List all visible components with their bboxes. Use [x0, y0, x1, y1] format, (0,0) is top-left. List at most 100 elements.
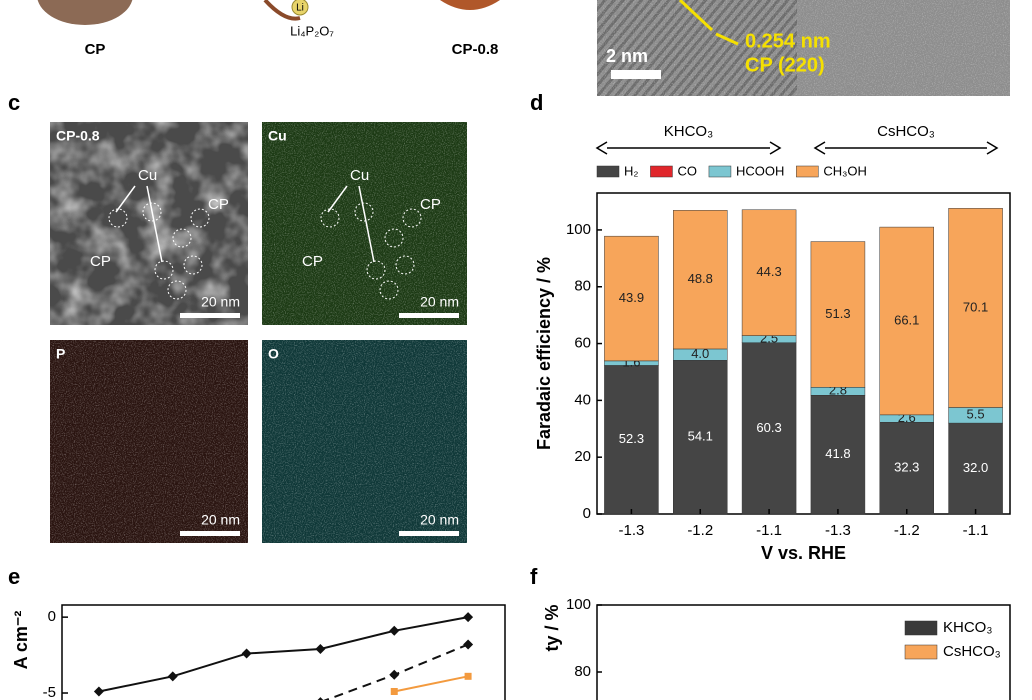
map-texture [262, 122, 467, 325]
scale-label: 20 nm [201, 512, 240, 528]
scale-label: 2 nm [606, 46, 648, 66]
bar-segment [673, 210, 728, 350]
group-label: KHCO₃ [664, 123, 713, 140]
legend-swatch [904, 620, 938, 636]
y-axis-label: A cm⁻² [11, 611, 31, 670]
cp08-label: CP-0.8 [452, 41, 499, 58]
legend-label: CsHCO₃ [943, 643, 1001, 660]
legend-swatch [596, 165, 620, 178]
x-tick-label: -1.2 [894, 522, 920, 539]
line [394, 675, 469, 693]
particle-outline [395, 255, 415, 275]
arrow [715, 32, 739, 46]
bar-segment [741, 342, 797, 515]
y-axis-label: ty / % [542, 604, 562, 651]
legend-label: CO [677, 163, 697, 178]
li4p2o7-label: Li₄P₂O₇ [290, 23, 334, 38]
data-label: 51.3 [825, 306, 850, 321]
legend-label: H₂ [624, 163, 638, 178]
li-label: Li [296, 3, 304, 14]
particle-outline [320, 208, 340, 228]
pointer [115, 185, 136, 213]
annotation: Cu [350, 167, 369, 184]
particle-outline [108, 208, 128, 228]
pointer [327, 185, 348, 213]
particle-outline [154, 260, 174, 280]
y-tick-label: 80 [574, 278, 591, 295]
map-texture [50, 340, 248, 543]
particle-outline [354, 202, 374, 222]
plane-label: CP (220) [745, 54, 825, 76]
marker [463, 639, 474, 650]
pointer [358, 185, 375, 263]
legend-label: KHCO₃ [943, 619, 992, 636]
particle-outline [402, 208, 422, 228]
marker [390, 687, 398, 695]
legend-swatch [904, 644, 938, 660]
marker [464, 672, 472, 680]
x-tick-label: -1.1 [963, 522, 989, 539]
annotation: CP [208, 196, 229, 213]
group-arrow [813, 141, 999, 155]
annotation: Cu [138, 167, 157, 184]
line [98, 616, 469, 693]
particle [37, 0, 133, 25]
x-axis-label: V vs. RHE [761, 543, 846, 563]
scale-bar [611, 70, 661, 79]
particle-outline [384, 228, 404, 248]
annotation: CP [302, 253, 323, 270]
cp-label: CP [85, 41, 106, 58]
tem-noise [597, 0, 1010, 96]
marker [167, 671, 178, 682]
y-tick-label: 100 [566, 596, 591, 613]
axis-frame [61, 604, 506, 700]
scale-bar [399, 313, 459, 318]
data-label: 48.8 [688, 271, 713, 286]
legend-label: HCOOH [736, 163, 784, 178]
annotation: CP [90, 253, 111, 270]
panel-letter: f [530, 564, 538, 589]
legend-swatch [650, 165, 673, 178]
data-label: 66.1 [894, 312, 919, 327]
particle-outline [172, 228, 192, 248]
y-tick-label: -5 [43, 684, 56, 700]
y-tick-label: 0 [583, 505, 591, 522]
y-tick-label: 80 [574, 663, 591, 680]
li-ion [291, 0, 309, 16]
marker [315, 644, 326, 655]
bar-segment [879, 226, 934, 416]
data-label: 4.0 [691, 346, 709, 361]
data-label: 5.5 [967, 407, 985, 422]
particle-outline [183, 255, 203, 275]
bar-segment [810, 395, 866, 515]
annotation: CP [420, 196, 441, 213]
map-label: CP-0.8 [56, 128, 100, 144]
particle-outline [366, 260, 386, 280]
bar-segment [741, 209, 797, 336]
x-tick-label: -1.1 [756, 522, 782, 539]
axis-frame [596, 604, 1011, 700]
bar-segment [810, 241, 866, 388]
bar-segment [604, 235, 659, 362]
pointer [146, 185, 163, 263]
bar-segment [948, 208, 1003, 408]
data-label: 41.8 [825, 446, 850, 461]
data-label: 32.0 [963, 460, 988, 475]
bar-segment [879, 421, 934, 515]
y-axis-label: Faradaic efficiency / % [534, 257, 554, 450]
map-label: Cu [268, 128, 287, 144]
legend-swatch [708, 165, 732, 178]
top-row: Li Li₄P₂O₇ CP CP-0.8 0.254 nm CP (220) 2… [37, 0, 1010, 96]
particle-outline [142, 202, 162, 222]
legend-swatch [796, 165, 819, 178]
map-texture [262, 340, 467, 543]
marker [389, 625, 400, 636]
bar-segment [673, 360, 728, 515]
particle-outline [379, 280, 399, 300]
scale-bar [180, 531, 240, 536]
data-label: 60.3 [756, 420, 781, 435]
panel-letter: c [8, 90, 20, 115]
marker [389, 669, 400, 680]
data-label: 52.3 [619, 431, 644, 446]
